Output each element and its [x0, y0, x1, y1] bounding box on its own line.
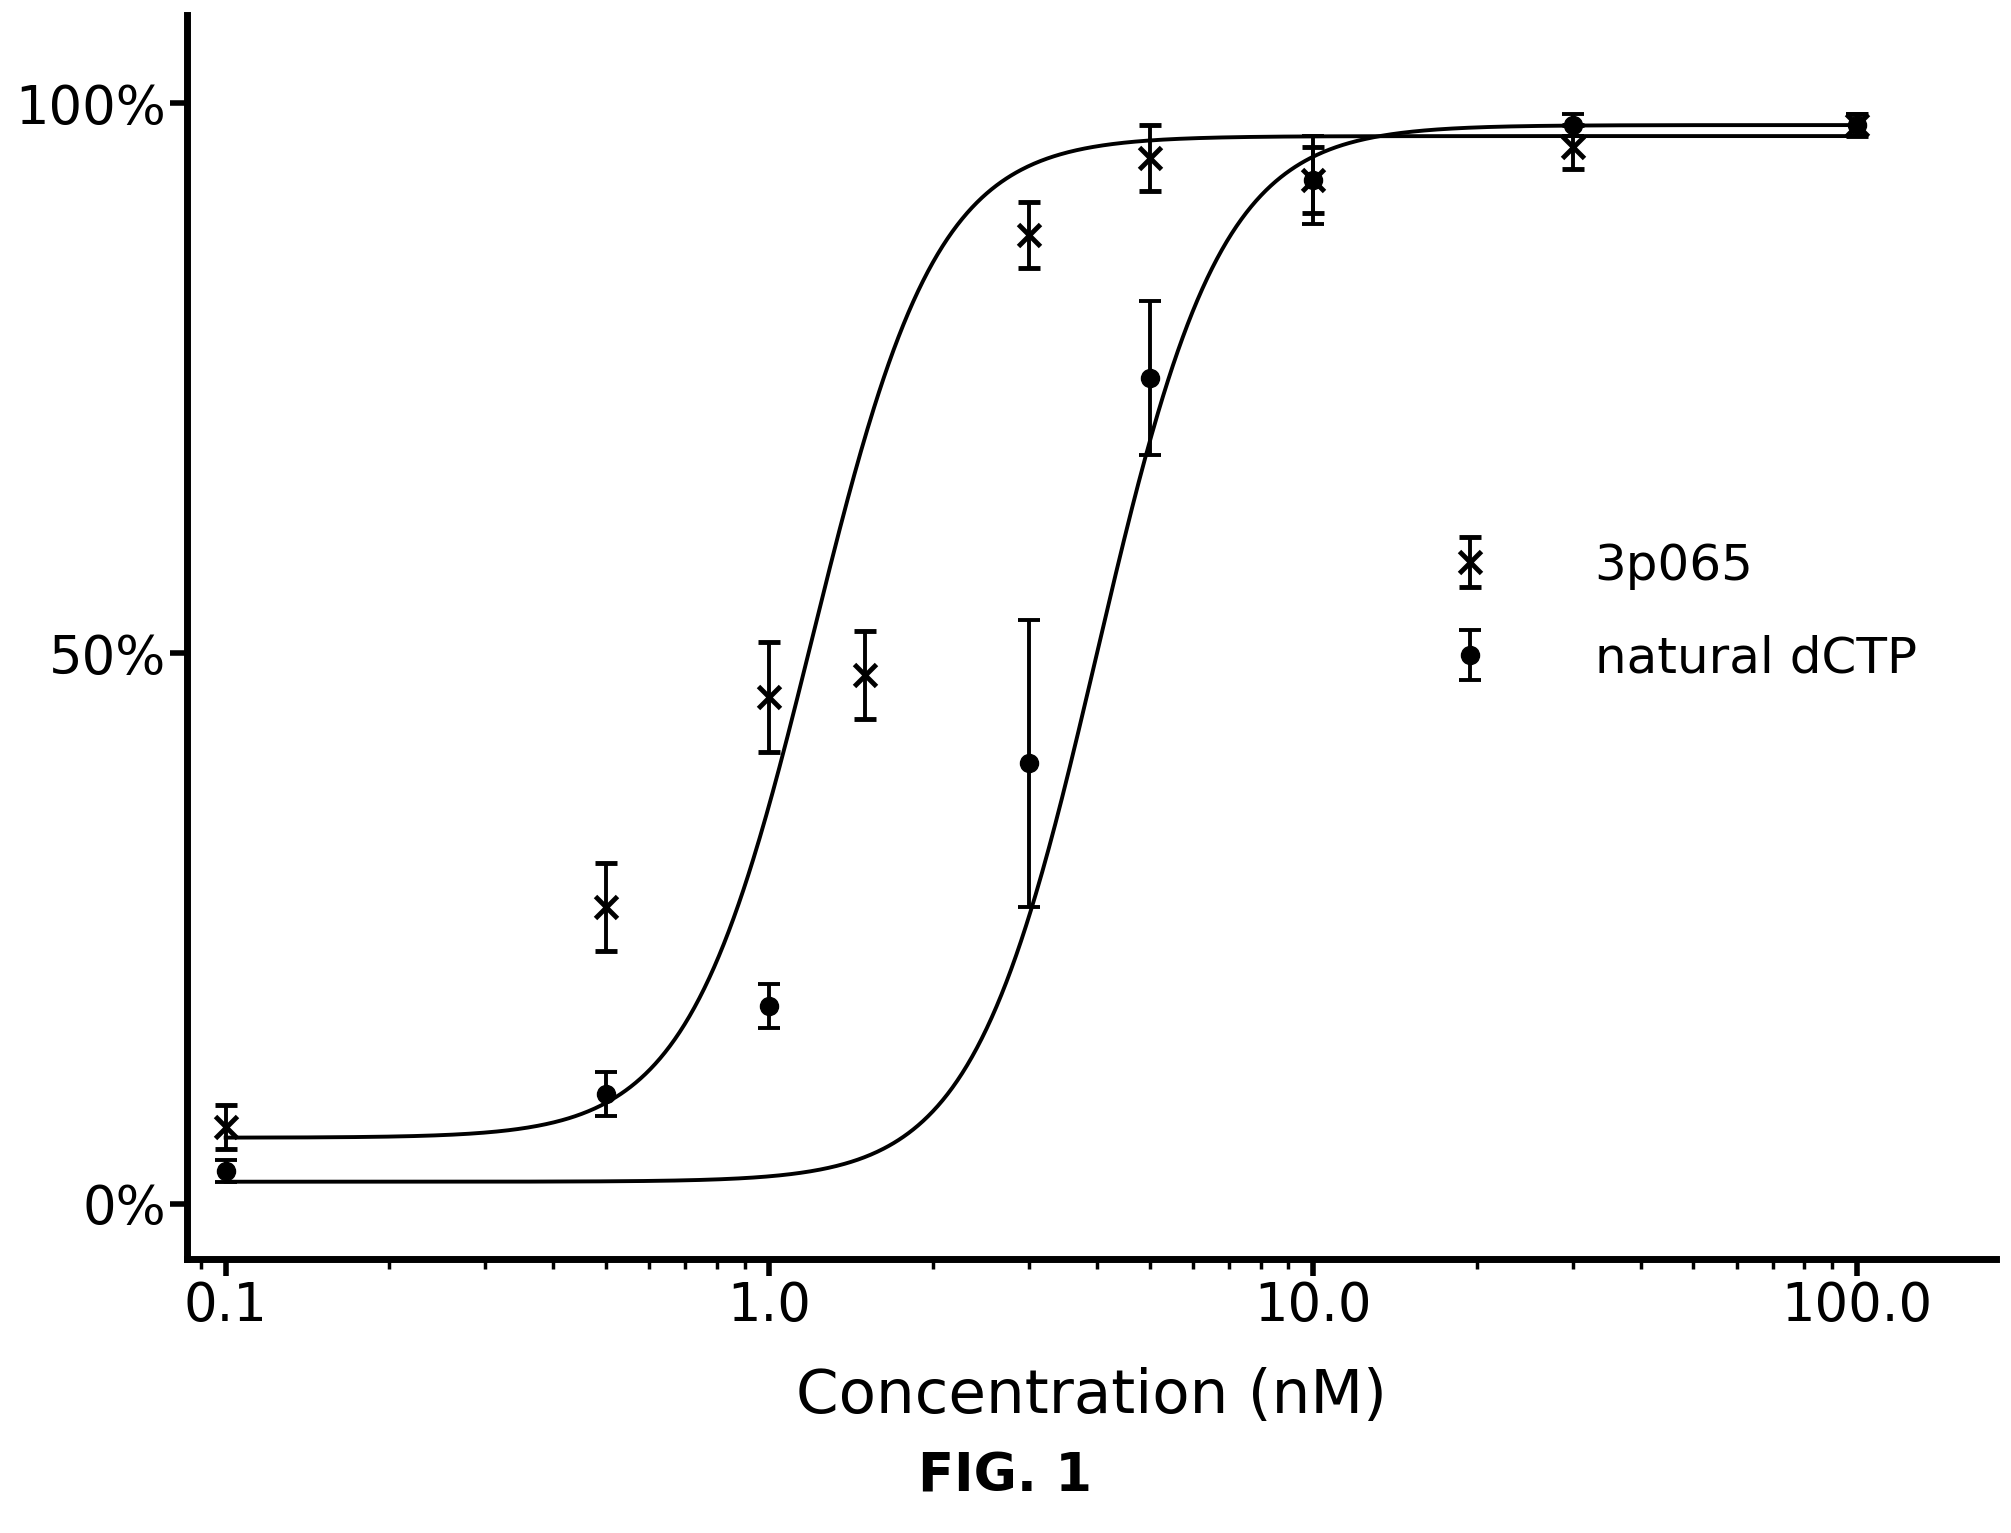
Text: FIG. 1: FIG. 1: [919, 1450, 1092, 1502]
X-axis label: Concentration (nM): Concentration (nM): [796, 1367, 1388, 1426]
Legend: 3p065, natural dCTP: 3p065, natural dCTP: [1394, 541, 1916, 682]
